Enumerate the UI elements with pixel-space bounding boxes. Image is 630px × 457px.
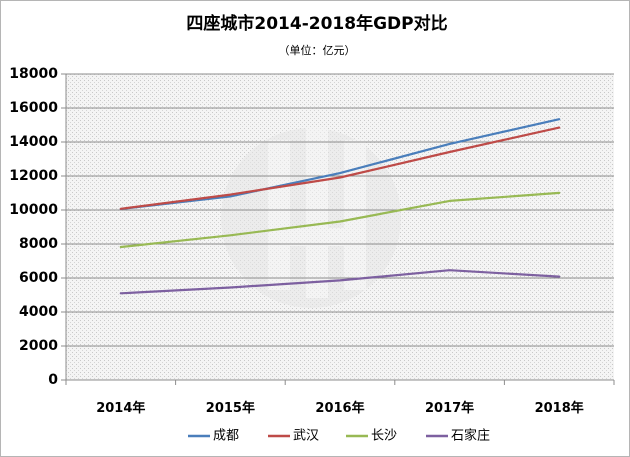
y-tick-label: 0 [48,372,58,388]
legend: 成都 武汉 长沙 石家庄 [188,428,490,444]
legend-label: 成都 [213,429,239,444]
x-tick-label: 2018年 [535,400,584,416]
y-axis: 0 2000 4000 6000 8000 10000 12000 14000 16000 180… [9,66,67,388]
y-tick-label: 14000 [9,134,58,150]
series-line-3 [119,269,561,295]
legend-label: 石家庄 [451,428,490,444]
x-tick-label: 2015年 [206,400,255,416]
y-tick-label: 12000 [9,168,58,184]
x-tick-label: 2017年 [425,400,474,416]
y-tick-label: 6000 [19,270,58,286]
legend-label: 武汉 [293,429,319,444]
y-tick-label: 8000 [19,236,58,252]
chart-title: 四座城市2014-2018年GDP对比 [186,13,447,34]
y-tick-label: 2000 [19,338,58,354]
y-tick-label: 4000 [19,304,58,320]
y-tick-label: 10000 [9,202,58,218]
chart-subtitle: （单位：亿元） [279,43,356,57]
y-tick-label: 16000 [9,100,58,116]
legend-label: 长沙 [371,429,397,444]
x-axis: 2014年 2015年 2016年 2017年 2018年 [65,380,615,416]
series-lines [119,118,561,295]
x-tick-label: 2016年 [315,400,364,416]
series-line-1 [119,126,561,210]
x-tick-label: 2014年 [96,400,145,416]
gridlines [66,73,614,381]
y-tick-label: 18000 [9,66,58,82]
watermark-logo [221,128,401,308]
